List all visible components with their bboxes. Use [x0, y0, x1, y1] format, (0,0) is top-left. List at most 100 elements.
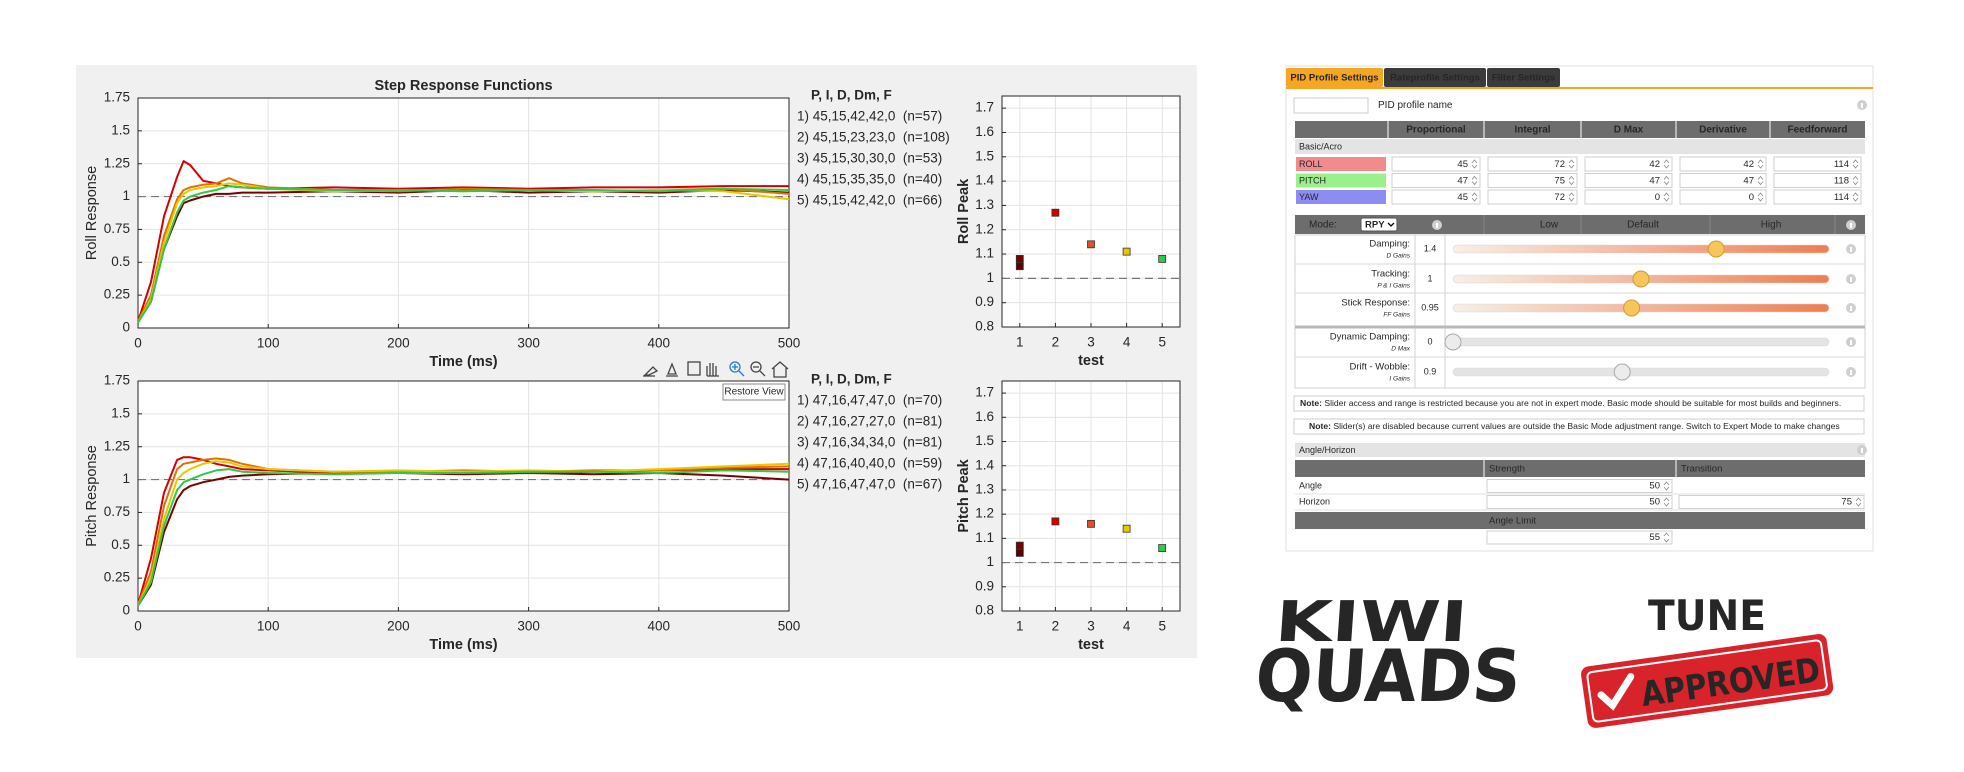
number-input[interactable] [1487, 156, 1578, 172]
home-icon[interactable] [771, 361, 789, 378]
number-value: 72 [1554, 159, 1565, 170]
y-tick-label: 0.9 [975, 578, 994, 593]
mode-select[interactable] [1360, 217, 1398, 232]
y-tick-label: 1.2 [975, 506, 994, 521]
x-axis-label: test [1078, 353, 1104, 369]
note-box [1293, 395, 1865, 412]
tab-label: PID Profile Settings [1290, 73, 1378, 84]
y-axis-label: Pitch Response [84, 445, 100, 547]
stamp-body [1581, 634, 1834, 728]
slider-value: 1.4 [1424, 243, 1437, 253]
column-header: Integral [1514, 125, 1550, 136]
number-input[interactable] [1584, 189, 1673, 205]
y-tick-label: 0.5 [111, 537, 130, 552]
tab[interactable] [1384, 68, 1486, 87]
number-input[interactable] [1773, 173, 1862, 188]
number-input[interactable] [1678, 495, 1865, 509]
help-icon-dot [1850, 306, 1852, 311]
slider-thumb[interactable] [1623, 299, 1641, 317]
tab[interactable] [1286, 68, 1383, 87]
help-icon-dot [1850, 247, 1852, 252]
y-axis-label: Roll Peak [956, 178, 972, 244]
y-tick-label: 1.5 [111, 405, 130, 420]
profile-name-input[interactable] [1293, 97, 1369, 114]
y-tick-label: 1.7 [975, 385, 994, 400]
spinner [1663, 175, 1670, 186]
number-value: 114 [1834, 159, 1849, 170]
number-input[interactable] [1773, 189, 1862, 205]
spinner [1568, 192, 1575, 202]
zoom-in-icon[interactable] [729, 361, 741, 373]
number-input[interactable] [1584, 156, 1673, 172]
column-header: Derivative [1699, 125, 1747, 136]
number-value: 47 [1457, 176, 1468, 187]
brush-icon[interactable] [666, 362, 678, 377]
slider-track [1452, 244, 1830, 254]
toolbar [643, 361, 789, 378]
logo-line: QUADS [1253, 634, 1524, 718]
y-tick-label: 1.6 [975, 409, 994, 424]
y-tick-label: 1.3 [975, 482, 994, 497]
spinner [1568, 175, 1575, 186]
slider-thumb[interactable] [1707, 240, 1725, 258]
number-input[interactable] [1486, 479, 1673, 493]
slider-thumb[interactable] [1632, 270, 1650, 288]
y-tick-label: 1 [122, 188, 130, 203]
pan-icon[interactable] [706, 363, 719, 377]
help-icon-dot [1436, 223, 1438, 228]
number-input[interactable] [1487, 189, 1578, 205]
note-text: Slider(s) are disabled because current v… [1331, 421, 1840, 431]
scatter-point [1051, 517, 1060, 526]
plot-area [138, 98, 789, 328]
edit-icon[interactable] [643, 366, 659, 377]
number-value: 45 [1457, 159, 1468, 170]
help-icon-dot [1850, 277, 1852, 282]
zoom-out-icon[interactable] [750, 361, 762, 373]
data-icon[interactable] [687, 361, 701, 376]
scatter-point [1015, 541, 1024, 550]
spinner [1855, 497, 1862, 507]
y-tick-label: 1.5 [975, 148, 994, 163]
note-label: Note: [1309, 421, 1331, 431]
row-name: PITCH [1299, 175, 1326, 185]
spinner [1471, 192, 1478, 202]
x-tick-label: 3 [1087, 335, 1095, 350]
tab[interactable] [1487, 68, 1560, 87]
number-input[interactable] [1487, 173, 1578, 188]
number-input[interactable] [1486, 530, 1673, 545]
number-input[interactable] [1679, 189, 1767, 205]
number-input[interactable] [1391, 189, 1481, 205]
slider-label: Tracking: [1371, 269, 1410, 280]
slider-thumb[interactable] [1444, 333, 1462, 351]
y-tick-label: 1.6 [975, 124, 994, 139]
legend-entry: 1) 45,15,42,42,0 (n=57) [797, 109, 942, 124]
number-input[interactable] [1584, 173, 1673, 188]
line-series [137, 457, 790, 605]
help-icon-dot [1861, 448, 1863, 453]
number-input[interactable] [1391, 173, 1481, 188]
chart-title: Step Response Functions [374, 78, 552, 94]
y-tick-label: 0.5 [111, 254, 130, 269]
number-input[interactable] [1486, 495, 1673, 509]
row-name-cell [1296, 173, 1386, 188]
legend-entry: 2) 47,16,27,27,0 (n=81) [797, 414, 942, 429]
help-icon-dot [1850, 370, 1852, 375]
tab-label: Rateprofile Settings [1390, 73, 1480, 84]
spinner [1852, 175, 1859, 186]
number-input[interactable] [1679, 173, 1767, 188]
slider-sublabel: I Gains [1389, 376, 1410, 383]
number-input[interactable] [1679, 156, 1767, 172]
legend-entry: 4) 45,15,35,35,0 (n=40) [797, 172, 942, 187]
number-value: 42 [1743, 159, 1754, 170]
number-value: 75 [1841, 497, 1852, 508]
number-input[interactable] [1391, 156, 1481, 172]
spinner [1663, 532, 1670, 543]
number-input[interactable] [1773, 156, 1862, 172]
y-tick-label: 1 [122, 471, 130, 486]
slider-thumb[interactable] [1613, 363, 1631, 381]
scatter-point [1087, 240, 1095, 249]
y-tick-label: 1.7 [975, 100, 994, 115]
line-series [137, 468, 790, 607]
mode-label: Mode: [1309, 220, 1337, 231]
angle-row-name: Angle [1299, 480, 1322, 490]
